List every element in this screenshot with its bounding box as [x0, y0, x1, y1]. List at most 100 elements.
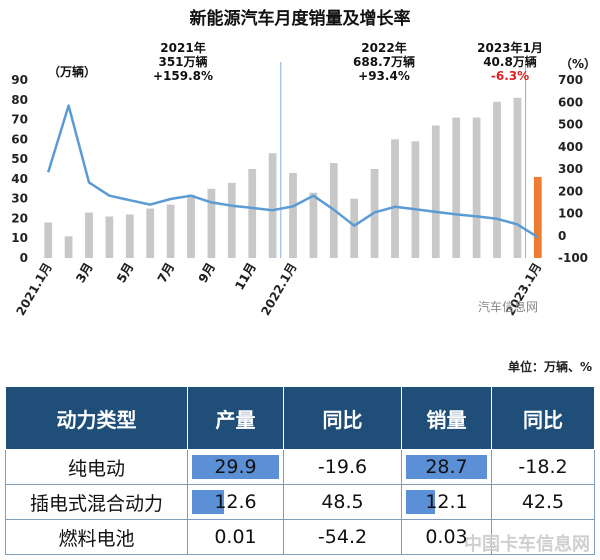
right-tick-label: 200 [558, 184, 583, 198]
annotation-text: 40.8万辆 [483, 54, 537, 69]
cell-production: 12.6 [187, 484, 284, 520]
cell-value: 42.5 [521, 491, 565, 513]
cell-production-yoy: -19.6 [283, 449, 402, 485]
annotation-text: +93.4% [358, 69, 410, 83]
cell-production: 0.01 [187, 519, 284, 555]
cell-type: 纯电动 [5, 449, 188, 485]
bar [146, 208, 155, 258]
cell-value: -19.6 [317, 456, 368, 478]
bar [391, 139, 399, 258]
cell-value: -54.2 [317, 526, 368, 548]
cell-sales: 12.1 [401, 484, 492, 520]
right-tick-label: 300 [558, 162, 583, 176]
bar [513, 97, 522, 258]
right-tick-label: -100 [558, 251, 588, 265]
left-tick-label: 50 [11, 152, 28, 166]
cell-production: 29.9 [187, 449, 284, 485]
header-production: 产量 [187, 386, 284, 450]
bar [268, 153, 277, 258]
bar [411, 141, 420, 258]
x-tick-label: 9月 [196, 261, 218, 286]
left-tick-label: 80 [11, 93, 28, 107]
table-row: 纯电动 29.9 -19.6 28.7 -18.2 [5, 449, 595, 485]
right-axis-unit: （%） [560, 56, 596, 71]
x-tick-label: 7月 [155, 261, 177, 286]
cell-value: 28.7 [425, 456, 468, 478]
left-tick-label: 40 [11, 172, 28, 186]
annotation-text: 688.7万辆 [353, 54, 415, 69]
header-sales: 销量 [401, 386, 492, 450]
cell-sales: 0.03 [401, 519, 492, 555]
left-tick-label: 0 [20, 251, 28, 265]
header-powertrain-type: 动力类型 [5, 386, 188, 450]
bar [431, 125, 440, 258]
right-tick-label: 500 [558, 118, 583, 132]
left-tick-label: 60 [11, 132, 28, 146]
unit-note: 单位：万辆、% [507, 360, 592, 374]
annotation-text: -6.3% [491, 69, 529, 83]
left-tick-label: 90 [11, 73, 28, 87]
left-tick-label: 30 [11, 192, 28, 206]
table-header-row: 动力类型 产量 同比 销量 同比 [5, 386, 595, 450]
right-tick-label: 100 [558, 207, 583, 221]
cell-sales-yoy: 42.5 [491, 484, 595, 520]
table-row: 燃料电池 0.01 -54.2 0.03 [5, 519, 595, 555]
header-sales-yoy: 同比 [491, 386, 595, 450]
cell-value: 燃料电池 [58, 527, 135, 550]
bar [125, 214, 134, 258]
annotation-text: 2021年 [160, 40, 205, 55]
bar [207, 188, 216, 258]
cell-value: 纯电动 [67, 457, 125, 480]
bar-highlight [533, 176, 542, 258]
data-bar [192, 490, 224, 514]
data-bar [192, 455, 279, 479]
annotation-text: 351万辆 [158, 54, 207, 69]
x-tick-label: 5月 [114, 261, 136, 286]
cell-production-yoy: 48.5 [283, 484, 402, 520]
table-row: 插电式混合动力 12.6 48.5 12.1 42.5 [5, 484, 595, 520]
watermark-text: 汽车信息网 [478, 300, 539, 314]
growth-rate-line [47, 104, 539, 239]
cell-type: 燃料电池 [5, 519, 188, 555]
bar [309, 192, 318, 258]
powertrain-table: 动力类型 产量 同比 销量 同比 纯电动 29.9 -19.6 28.7 -18.2 插电… [5, 386, 595, 555]
bar [472, 117, 481, 258]
cell-value: 12.1 [425, 491, 468, 513]
bar [289, 172, 297, 258]
chart-title: 新能源汽车月度销量及增长率 [190, 8, 411, 29]
cell-sales-yoy [491, 519, 595, 555]
cell-sales-yoy: -18.2 [491, 449, 595, 485]
cell-value: 29.9 [214, 456, 257, 478]
bar [105, 216, 114, 258]
bar [187, 194, 195, 258]
right-tick-label: 600 [558, 95, 583, 109]
data-bar [406, 490, 436, 514]
right-tick-label: 400 [558, 140, 583, 154]
cell-value: 48.5 [321, 491, 364, 513]
x-tick-label: 3月 [73, 261, 95, 286]
bar [248, 169, 257, 258]
bar [44, 222, 53, 258]
left-tick-label: 70 [11, 113, 28, 127]
chart-area: 新能源汽车月度销量及增长率 （万辆） （%） 0 10 20 30 40 50 60 70 80 90 -… [11, 8, 596, 319]
right-tick-label: 700 [558, 73, 583, 87]
left-tick-label: 20 [11, 211, 28, 225]
annotation-text: +159.8% [153, 69, 213, 83]
bar [85, 212, 93, 258]
bar [64, 236, 73, 258]
cell-sales: 28.7 [401, 449, 492, 485]
annotation-text: 2023年1月 [477, 40, 543, 55]
cell-value: 插电式混合动力 [29, 492, 163, 515]
bar [350, 198, 359, 258]
annotation-text: 2022年 [361, 40, 406, 55]
watermark-logo-text: 中国卡车信息网 [464, 534, 590, 555]
left-axis-unit: （万辆） [48, 64, 96, 79]
cell-value: -18.2 [518, 456, 568, 478]
x-tick-label: 2022.1月 [258, 261, 299, 319]
x-tick-label: 11月 [232, 261, 258, 293]
bar [493, 101, 501, 258]
header-production-yoy: 同比 [283, 386, 402, 450]
left-tick-label: 10 [11, 231, 28, 245]
x-tick-label: 2021.1月 [14, 261, 55, 319]
cell-type: 插电式混合动力 [5, 484, 188, 520]
